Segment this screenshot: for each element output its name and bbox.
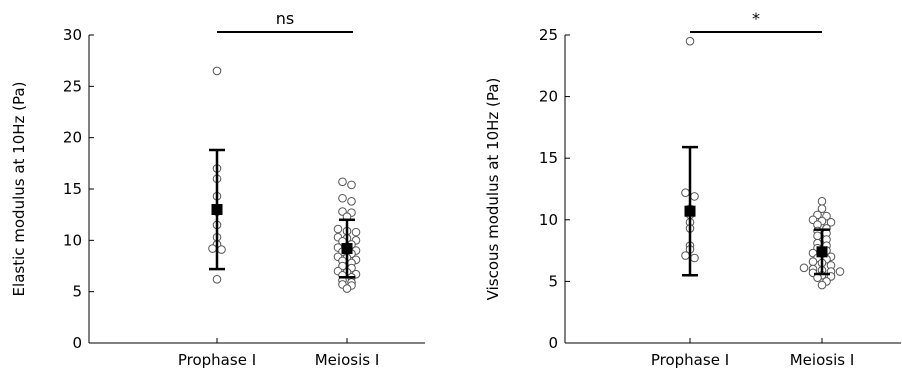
data-point xyxy=(686,37,694,45)
data-point xyxy=(682,252,690,260)
data-point xyxy=(339,194,347,202)
data-point xyxy=(800,264,808,272)
elastic-modulus-panel: 0 5 10 15 20 25 30 Prophase I Meiosis I Elastic m… xyxy=(10,9,425,369)
x-tick-label: Meiosis I xyxy=(790,351,855,369)
data-point xyxy=(691,254,699,262)
y-tick-label: 10 xyxy=(63,231,82,249)
y-tick-label: 25 xyxy=(63,77,82,95)
data-point xyxy=(348,198,356,206)
y-tick-label: 15 xyxy=(63,180,82,198)
data-point xyxy=(682,189,690,197)
x-tick-label: Prophase I xyxy=(178,351,256,369)
mean-marker xyxy=(817,246,828,257)
significance-label: ns xyxy=(276,9,294,28)
y-tick-label: 15 xyxy=(539,149,558,167)
data-point xyxy=(218,246,226,254)
mean-marker xyxy=(212,204,223,215)
y-axis-label: Elastic modulus at 10Hz (Pa) xyxy=(10,82,28,297)
data-point xyxy=(348,181,356,189)
data-point xyxy=(818,198,826,206)
y-tick-label: 10 xyxy=(539,211,558,229)
y-tick-label: 20 xyxy=(63,129,82,147)
data-point xyxy=(213,276,221,284)
viscous-modulus-panel: 0 5 10 15 20 25 Prophase I Meiosis I Viscous mod… xyxy=(484,9,901,369)
y-tick-label: 5 xyxy=(548,272,558,290)
significance-label: * xyxy=(752,9,760,28)
data-point xyxy=(818,281,826,289)
data-point xyxy=(209,245,217,253)
y-tick-label: 25 xyxy=(539,26,558,44)
y-tick-label: 0 xyxy=(548,334,558,352)
y-axis-label: Viscous modulus at 10Hz (Pa) xyxy=(484,78,502,301)
data-point xyxy=(836,268,844,276)
data-point xyxy=(691,193,699,201)
data-point xyxy=(352,228,360,236)
mean-marker xyxy=(685,206,696,217)
y-tick-label: 20 xyxy=(539,88,558,106)
y-tick-label: 0 xyxy=(72,334,82,352)
data-point xyxy=(334,225,342,233)
x-tick-label: Meiosis I xyxy=(315,351,380,369)
x-tick-label: Prophase I xyxy=(651,351,729,369)
y-tick-label: 5 xyxy=(72,283,82,301)
data-point xyxy=(809,258,817,266)
data-point xyxy=(814,232,822,240)
data-point xyxy=(213,67,221,75)
data-point xyxy=(343,285,351,293)
data-point xyxy=(339,178,347,186)
mean-marker xyxy=(342,243,353,254)
y-tick-label: 30 xyxy=(63,26,82,44)
